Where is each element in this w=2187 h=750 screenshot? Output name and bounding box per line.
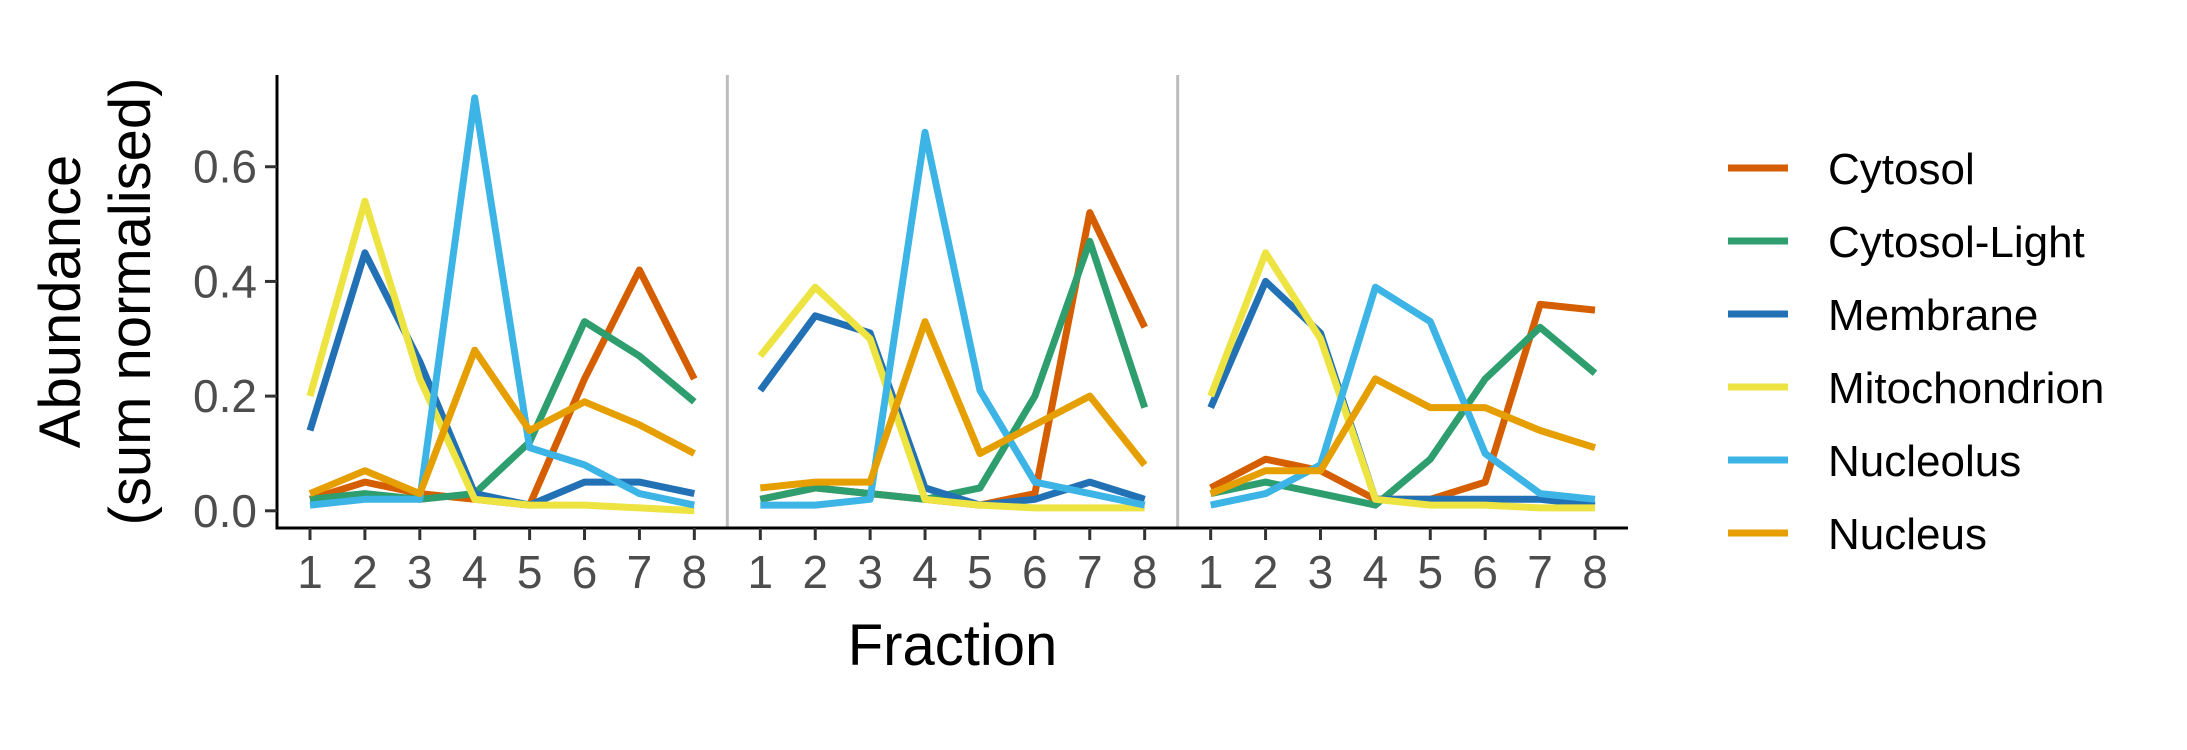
x-tick-label: 6 — [1022, 546, 1048, 598]
y-axis-title-line2: (sum normalised) — [98, 78, 163, 526]
series-line-cytosol-light — [309, 318, 697, 503]
x-tick-label: 8 — [1582, 546, 1608, 598]
series-line-nucleus — [308, 346, 696, 498]
x-tick-label: 7 — [1077, 546, 1103, 598]
series-line-nucleolus — [760, 128, 1146, 509]
x-tick-label: 5 — [1417, 546, 1443, 598]
x-tick-label: 3 — [407, 546, 433, 598]
series-line-mitochondrion — [757, 283, 1145, 512]
y-tick-label: 0.4 — [193, 255, 257, 307]
legend-label-nucleolus: Nucleolus — [1828, 437, 2021, 486]
x-tick-label: 1 — [748, 546, 774, 598]
legend-label-membrane: Membrane — [1828, 291, 2038, 340]
y-axis-title: Abundance (sum normalised) — [28, 78, 163, 526]
y-tick-label: 0.6 — [193, 141, 257, 193]
x-tick-label: 1 — [297, 546, 323, 598]
y-tick-label: 0.2 — [193, 370, 257, 422]
series-line-cytosol-light — [1209, 323, 1598, 509]
x-tick-label: 4 — [462, 546, 488, 598]
x-tick-label: 2 — [802, 546, 828, 598]
y-axis-ticks: 0.0 0.2 0.4 0.6 — [193, 141, 277, 537]
series-line-nucleus — [759, 318, 1148, 492]
series-line-cytosol-light — [759, 237, 1149, 503]
x-tick-label: 7 — [627, 546, 653, 598]
x-tick-label: 4 — [1363, 546, 1389, 598]
legend-label-nucleus: Nucleus — [1828, 510, 1987, 559]
x-tick-label: 3 — [1308, 546, 1334, 598]
panel-2 — [757, 128, 1149, 512]
x-tick-label: 4 — [912, 546, 938, 598]
panel-1 — [306, 94, 698, 515]
series-line-nucleolus — [1209, 283, 1596, 509]
legend-label-cytosol: Cytosol — [1828, 145, 1975, 194]
x-tick-label: 7 — [1527, 546, 1553, 598]
series-line-nucleolus — [309, 94, 696, 509]
legend-label-cytosol-light: Cytosol-Light — [1828, 218, 2085, 267]
x-axis-title: Fraction — [848, 613, 1058, 678]
legend-label-mitochondrion: Mitochondrion — [1828, 364, 2104, 413]
plot-panels — [306, 75, 1598, 528]
x-tick-label: 5 — [967, 546, 993, 598]
y-tick-label: 0.0 — [193, 485, 257, 537]
x-tick-label: 2 — [1253, 546, 1279, 598]
series-line-mitochondrion — [1207, 249, 1595, 512]
x-tick-label: 3 — [857, 546, 883, 598]
series-line-mitochondrion — [306, 197, 695, 515]
x-tick-label: 8 — [1132, 546, 1158, 598]
series-line-membrane — [757, 312, 1146, 509]
x-tick-label: 6 — [1472, 546, 1498, 598]
x-tick-label: 1 — [1198, 546, 1224, 598]
series-line-nucleus — [1209, 375, 1597, 497]
legend: Cytosol Cytosol-Light Membrane Mitochondrio… — [1728, 145, 2104, 559]
y-axis-title-line1: Abundance — [28, 155, 93, 448]
x-tick-label: 8 — [682, 546, 708, 598]
x-tick-label: 6 — [572, 546, 598, 598]
x-tick-label: 2 — [352, 546, 378, 598]
panel-3 — [1207, 249, 1598, 512]
x-tick-label: 5 — [517, 546, 543, 598]
